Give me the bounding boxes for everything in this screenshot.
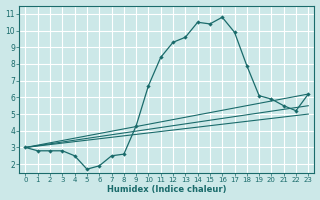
X-axis label: Humidex (Indice chaleur): Humidex (Indice chaleur): [107, 185, 227, 194]
